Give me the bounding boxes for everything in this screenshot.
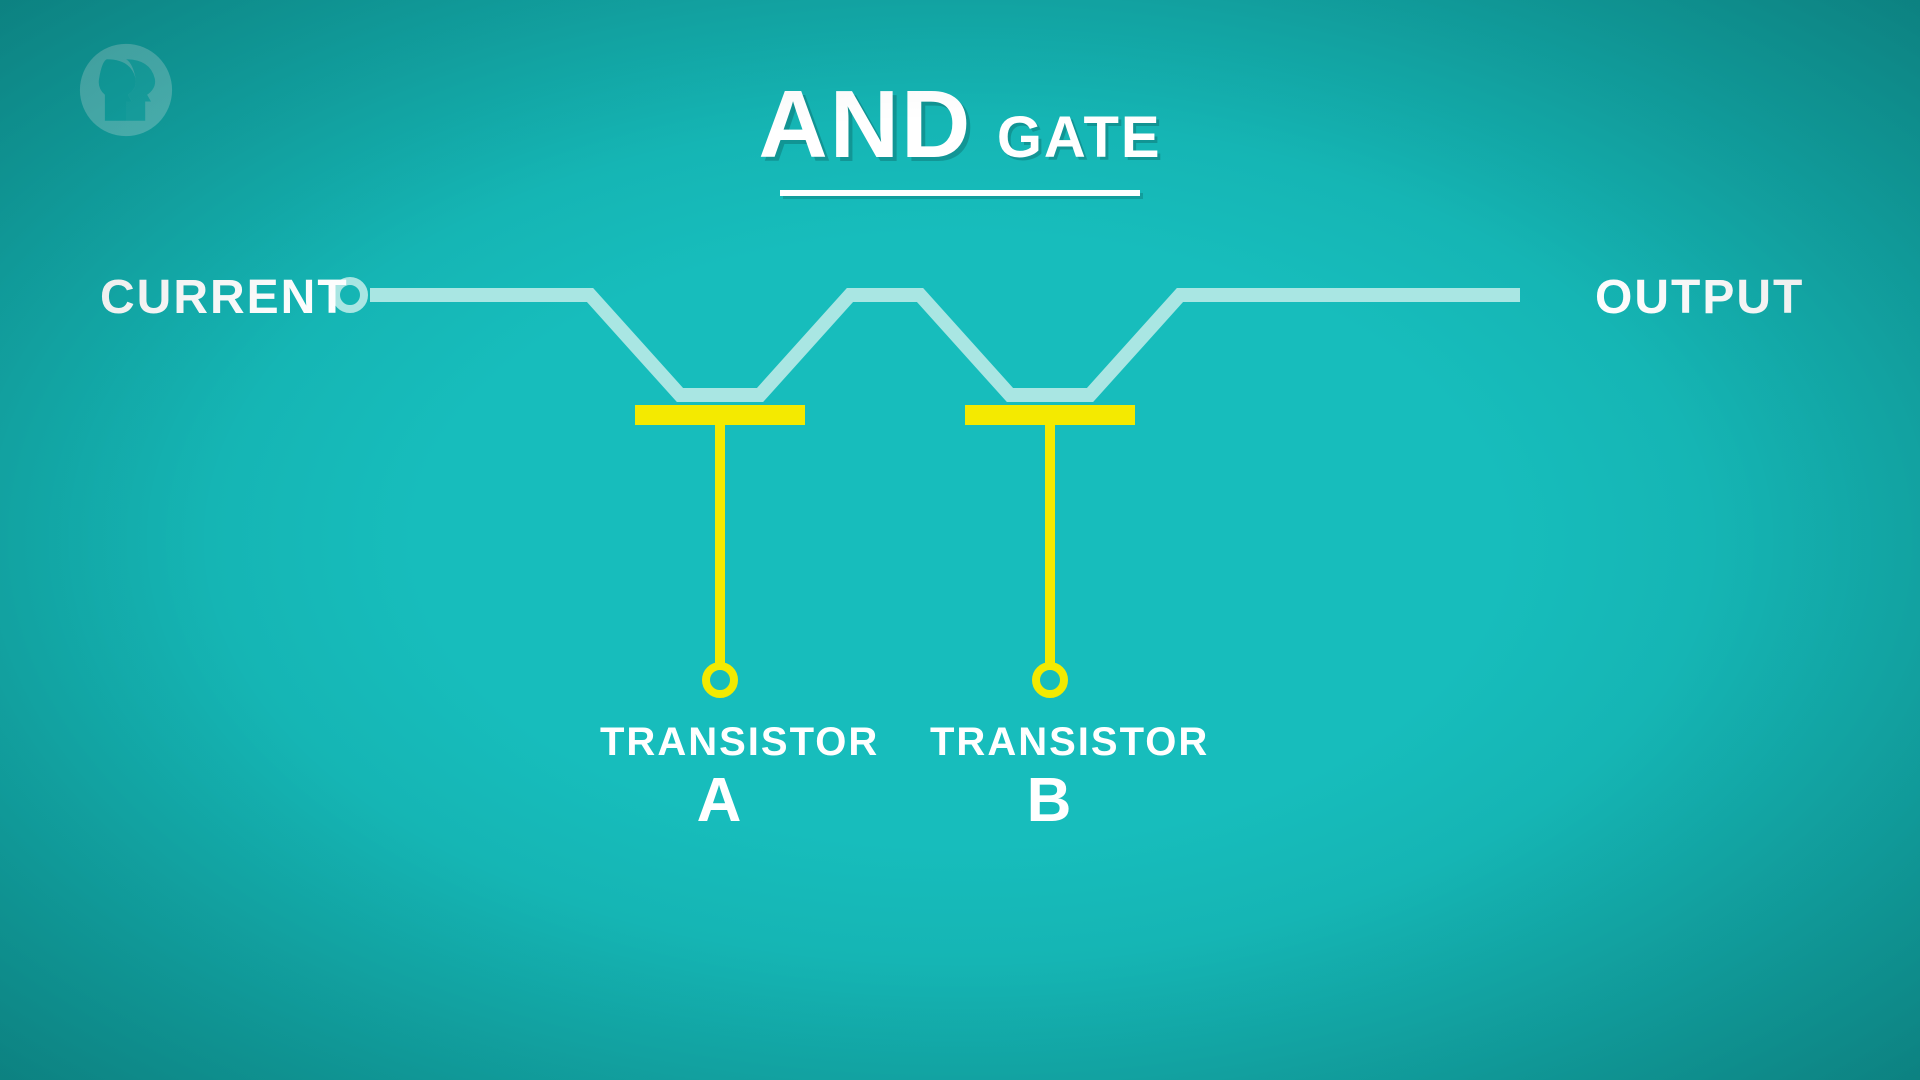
output-label: OUTPUT bbox=[1595, 270, 1804, 325]
transistor-b-label: TRANSISTOR B bbox=[930, 720, 1170, 832]
transistor-b-label-line2: B bbox=[930, 770, 1170, 832]
circuit-diagram bbox=[0, 0, 1920, 1080]
transistor-b-label-line1: TRANSISTOR bbox=[930, 720, 1170, 764]
transistor-a-label: TRANSISTOR A bbox=[600, 720, 840, 832]
transistor-a-label-line2: A bbox=[600, 770, 840, 832]
transistor-a-label-line1: TRANSISTOR bbox=[600, 720, 840, 764]
stage: AND GATE CURRENT OUTPUT TRANSISTOR A TRA… bbox=[0, 0, 1920, 1080]
current-label: CURRENT bbox=[100, 270, 349, 325]
